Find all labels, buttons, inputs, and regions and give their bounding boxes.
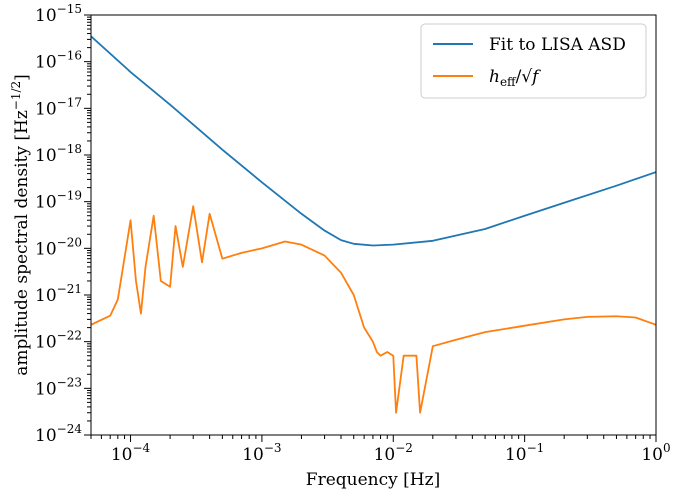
x-tick-labels: 10−4 10−3 10−2 10−1 100 <box>111 441 671 465</box>
y-axis-label: amplitude spectral density [Hz−1/2] <box>9 74 32 376</box>
x-axis-label: Frequency [Hz] <box>306 470 440 490</box>
legend-label-heff-f: f <box>530 67 541 87</box>
ticks-layer <box>84 14 657 442</box>
y-tick-labels: 10−24 10−23 10−22 10−21 10−20 10−19 10−18 10−17… <box>35 2 82 446</box>
y-tick-label: 10−15 <box>35 2 82 26</box>
y-tick-label: 10−24 <box>35 422 82 446</box>
y-tick-label: 10−17 <box>35 95 82 119</box>
legend-label-lisa: Fit to LISA ASD <box>489 35 626 55</box>
y-axis-label-close: ] <box>12 74 32 81</box>
series-line-1 <box>91 205 656 414</box>
y-tick-label: 10−19 <box>35 189 82 213</box>
x-tick-label: 10−3 <box>242 441 281 465</box>
series-layer <box>91 35 656 414</box>
legend-label-heff-sqrt: /√ <box>516 67 533 87</box>
legend-label-heff-sub: eff <box>500 75 517 89</box>
y-axis-label-exponent: −1/2 <box>9 81 23 110</box>
x-tick-label: 10−2 <box>374 441 413 465</box>
legend-label-heff: heff/√f <box>489 67 541 89</box>
y-tick-label: 10−16 <box>35 49 82 73</box>
y-tick-label: 10−22 <box>35 329 82 353</box>
x-tick-label: 10−4 <box>111 441 151 465</box>
series-line-0 <box>91 35 656 247</box>
x-tick-label: 10−1 <box>505 441 544 465</box>
x-tick-label: 100 <box>641 441 670 465</box>
svg-text:amplitude spectral density [Hz: amplitude spectral density [Hz−1/2] <box>9 74 32 376</box>
y-tick-label: 10−18 <box>35 142 82 166</box>
y-tick-label: 10−20 <box>35 235 82 259</box>
y-tick-label: 10−23 <box>35 375 82 399</box>
legend-frame <box>420 23 647 99</box>
legend-label-heff-h: h <box>489 67 500 87</box>
plot-frame <box>90 14 657 436</box>
legend: Fit to LISA ASD heff/√f <box>420 23 647 99</box>
y-tick-label: 10−21 <box>35 282 82 306</box>
y-axis-label-main: amplitude spectral density [Hz <box>12 110 32 376</box>
